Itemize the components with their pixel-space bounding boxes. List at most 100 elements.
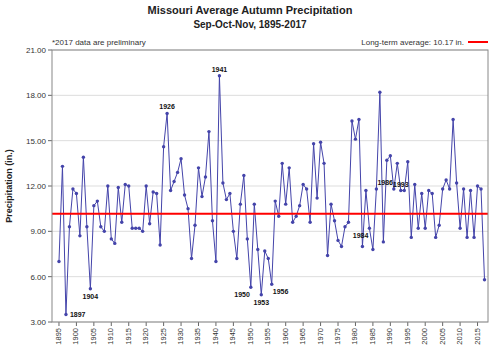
x-tick-label: 1935 — [193, 328, 202, 345]
annotation: 1941 — [212, 66, 228, 73]
data-point — [284, 202, 287, 205]
data-point — [162, 145, 165, 148]
data-point — [392, 187, 395, 190]
data-point — [225, 198, 228, 201]
x-tick-label: 1955 — [263, 328, 272, 345]
annotation: 1904 — [83, 293, 99, 300]
data-point — [357, 118, 360, 121]
y-axis-label: Precipitation (in.) — [4, 149, 14, 223]
annotation: 1953 — [253, 299, 269, 306]
data-point — [476, 184, 479, 187]
data-point — [193, 224, 196, 227]
x-tick-label: 1915 — [124, 328, 133, 345]
data-point — [124, 183, 127, 186]
data-point — [385, 159, 388, 162]
x-tick-label: 1940 — [211, 328, 220, 345]
y-tick-label: 18.00 — [26, 91, 47, 100]
data-point — [340, 245, 343, 248]
data-point — [235, 257, 238, 260]
data-point — [103, 230, 106, 233]
x-tick — [303, 322, 304, 326]
y-tick — [48, 231, 52, 232]
data-point — [382, 240, 385, 243]
data-point — [61, 165, 64, 168]
data-point — [218, 74, 221, 77]
x-tick — [355, 322, 356, 326]
data-point — [207, 130, 210, 133]
data-point — [451, 118, 454, 121]
data-point — [312, 142, 315, 145]
data-point — [172, 180, 175, 183]
data-point — [291, 221, 294, 224]
data-point — [256, 248, 259, 251]
data-point — [204, 175, 207, 178]
data-point — [228, 192, 231, 195]
note: *2017 data are preliminary — [52, 38, 146, 47]
x-tick — [460, 322, 461, 326]
data-point — [68, 225, 71, 228]
x-tick-label: 2000 — [420, 328, 429, 345]
data-point — [179, 157, 182, 160]
x-tick — [425, 322, 426, 326]
data-point — [82, 156, 85, 159]
data-point — [200, 195, 203, 198]
data-point — [329, 202, 332, 205]
data-point — [249, 286, 252, 289]
data-point — [301, 183, 304, 186]
data-point — [190, 257, 193, 260]
data-point — [99, 225, 102, 228]
data-point — [424, 227, 427, 230]
data-point — [364, 189, 367, 192]
data-point — [211, 219, 214, 222]
x-tick — [128, 322, 129, 326]
x-tick — [285, 322, 286, 326]
x-tick-label: 1905 — [89, 328, 98, 345]
x-tick-label: 1895 — [54, 328, 63, 345]
data-point — [151, 190, 154, 193]
average-line — [52, 213, 488, 215]
annotation: 1897 — [70, 311, 86, 318]
x-tick-label: 2015 — [473, 328, 482, 345]
data-point — [260, 293, 263, 296]
data-point — [110, 237, 113, 240]
y-tick-label: 21.00 — [26, 46, 47, 55]
data-point — [92, 204, 95, 207]
y-tick — [48, 322, 52, 323]
data-point — [354, 137, 357, 140]
data-point — [183, 193, 186, 196]
x-tick-label: 2005 — [438, 328, 447, 345]
data-point — [85, 225, 88, 228]
data-point — [350, 119, 353, 122]
data-point — [462, 187, 465, 190]
data-point — [253, 202, 256, 205]
x-tick — [338, 322, 339, 326]
y-tick-label: 12.00 — [26, 182, 47, 191]
grid-line — [52, 95, 488, 96]
data-point — [434, 236, 437, 239]
data-point — [186, 207, 189, 210]
data-point — [277, 215, 280, 218]
data-point — [308, 221, 311, 224]
data-point — [89, 287, 92, 290]
data-point — [176, 171, 179, 174]
data-point — [113, 242, 116, 245]
data-point — [430, 192, 433, 195]
x-tick-label: 1970 — [316, 328, 325, 345]
grid-line — [52, 231, 488, 232]
x-tick-label: 1930 — [176, 328, 185, 345]
x-tick — [320, 322, 321, 326]
x-tick — [163, 322, 164, 326]
y-tick — [48, 50, 52, 51]
x-tick-label: 1965 — [298, 328, 307, 345]
data-point — [375, 187, 378, 190]
x-tick-label: 1975 — [333, 328, 342, 345]
data-point — [347, 221, 350, 224]
data-point — [420, 192, 423, 195]
x-tick-label: 2010 — [455, 328, 464, 345]
data-point — [64, 313, 67, 316]
data-point — [413, 183, 416, 186]
data-point — [263, 249, 266, 252]
x-tick-label: 1990 — [385, 328, 394, 345]
data-point — [294, 215, 297, 218]
data-point — [57, 260, 60, 263]
